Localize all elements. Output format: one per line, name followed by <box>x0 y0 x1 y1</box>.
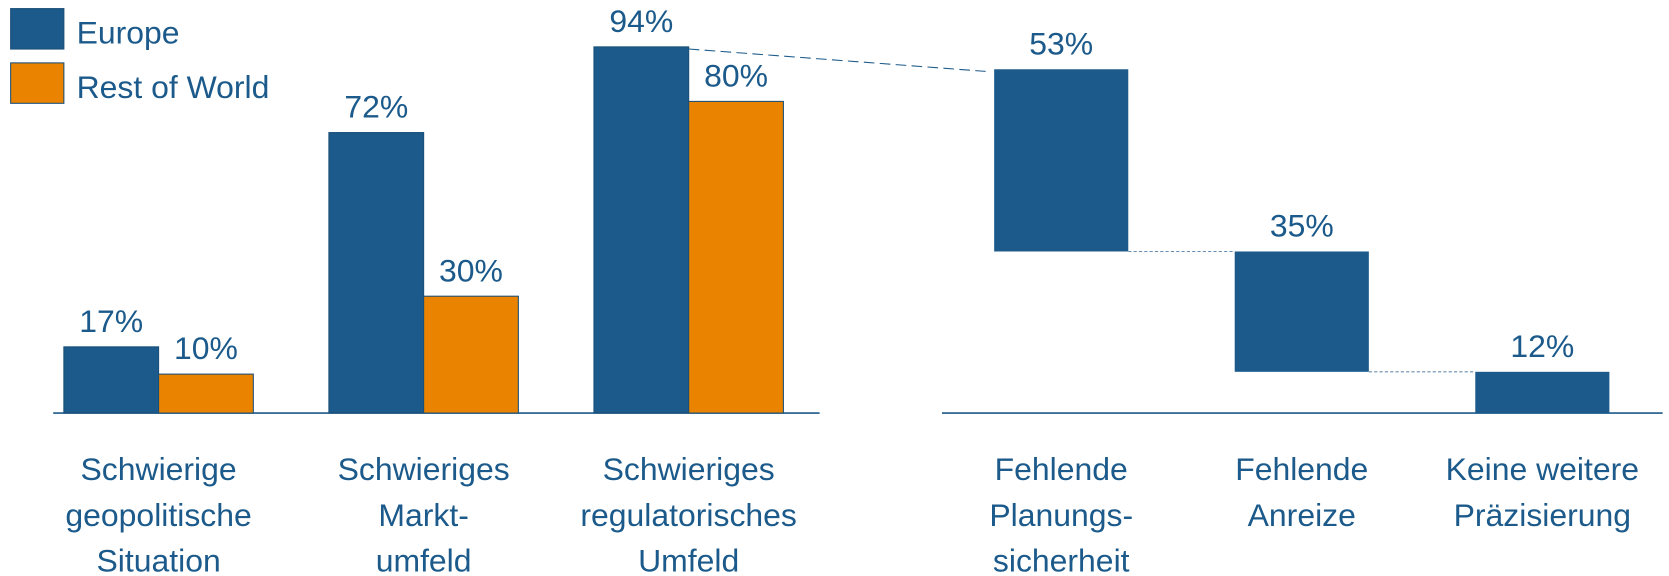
bar <box>158 373 254 414</box>
connector <box>688 48 986 72</box>
x-tick-label: Fehlende Planungs-sicherheit <box>989 451 1133 576</box>
bar <box>328 132 425 414</box>
value-label: 35% <box>1270 208 1334 244</box>
x-tick-label: Keine weitere Präzisierung <box>1446 451 1639 533</box>
x-tick-label: Schwieriges regulatorisches Umfeld <box>580 451 796 576</box>
bar <box>994 69 1129 252</box>
value-label: 53% <box>1029 25 1093 61</box>
bar <box>593 46 690 414</box>
legend-label: Europe <box>77 15 180 51</box>
bar <box>1475 371 1610 414</box>
legend-swatch <box>10 62 65 104</box>
bar <box>1234 251 1369 372</box>
x-tick-label: Schwierige geopolitische Situation <box>65 451 251 576</box>
x-tick-label: Fehlende Anreize <box>1235 451 1368 533</box>
value-label: 94% <box>609 3 673 39</box>
legend-swatch <box>10 8 65 50</box>
value-label: 10% <box>174 330 238 366</box>
legend-label: Rest of World <box>77 69 270 105</box>
bar <box>423 295 519 414</box>
value-label: 80% <box>704 58 768 94</box>
value-label: 72% <box>344 89 408 125</box>
value-label: 30% <box>439 252 503 288</box>
value-label: 17% <box>79 303 143 339</box>
value-label: 12% <box>1510 328 1574 364</box>
x-tick-label: Schwieriges Markt-umfeld <box>338 451 510 576</box>
bar <box>688 100 784 414</box>
bar <box>63 346 160 414</box>
